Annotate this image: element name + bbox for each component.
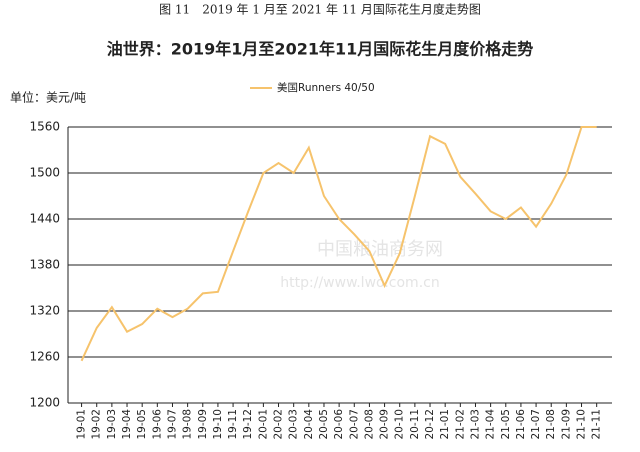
y-tick-label: 1380 [29, 258, 60, 272]
x-tick-label: 21-10 [576, 409, 588, 440]
y-tick-label: 1260 [29, 350, 60, 364]
x-tick-label: 21-06 [515, 409, 527, 440]
x-tick-label: 20-12 [424, 409, 436, 440]
y-unit-label: 单位：美元/吨 [10, 90, 86, 105]
x-tick-label: 19-12 [242, 409, 254, 440]
x-tick-label: 20-11 [409, 409, 421, 440]
watermark: 中国粮油商务网 [317, 239, 443, 260]
x-tick-label: 19-09 [197, 409, 209, 440]
y-tick-label: 1200 [29, 396, 60, 410]
x-tick-label: 20-01 [257, 409, 269, 440]
x-tick-label: 21-09 [560, 409, 572, 440]
x-tick-label: 19-01 [76, 409, 88, 440]
x-tick-label: 21-11 [591, 409, 603, 440]
x-tick-label: 21-03 [469, 409, 481, 440]
x-tick-label: 20-10 [394, 409, 406, 440]
y-tick-label: 1500 [29, 166, 60, 180]
x-tick-label: 20-07 [348, 409, 360, 440]
x-tick-label: 20-05 [318, 409, 330, 440]
x-tick-label: 20-06 [333, 409, 345, 440]
x-tick-label: 20-08 [363, 409, 375, 440]
x-tick-label: 21-02 [454, 409, 466, 440]
x-tick-label: 19-08 [182, 409, 194, 440]
x-tick-label: 19-04 [121, 409, 133, 440]
y-tick-label: 1320 [29, 304, 60, 318]
chart-title: 油世界：2019年1月至2021年11月国际花生月度价格走势 [107, 40, 533, 59]
x-tick-label: 19-10 [212, 409, 224, 440]
y-tick-label: 1560 [29, 120, 60, 134]
x-tick-label: 21-07 [530, 409, 542, 440]
y-tick-label: 1440 [29, 212, 60, 226]
series-line [80, 126, 597, 362]
legend-label: 美国Runners 40/50 [277, 81, 375, 94]
x-tick-label: 19-07 [166, 409, 178, 440]
x-tick-label: 19-11 [227, 409, 239, 440]
figure-caption: 图 11 2019 年 1 月至 2021 年 11 月国际花生月度走势图 [159, 2, 481, 17]
x-tick-label: 20-09 [379, 409, 391, 440]
x-tick-label: 21-01 [439, 409, 451, 440]
x-tick-label: 19-02 [91, 409, 103, 440]
x-tick-label: 19-06 [151, 409, 163, 440]
x-tick-label: 20-04 [303, 409, 315, 440]
x-tick-label: 21-05 [500, 409, 512, 440]
x-tick-label: 19-05 [136, 409, 148, 440]
x-tick-label: 20-03 [288, 409, 300, 440]
x-tick-label: 20-02 [273, 409, 285, 440]
x-tick-label: 21-08 [545, 409, 557, 440]
x-tick-label: 19-03 [106, 409, 118, 440]
x-tick-label: 21-04 [485, 409, 497, 440]
watermark-url: http://www.lwo.com.cn [280, 275, 439, 291]
